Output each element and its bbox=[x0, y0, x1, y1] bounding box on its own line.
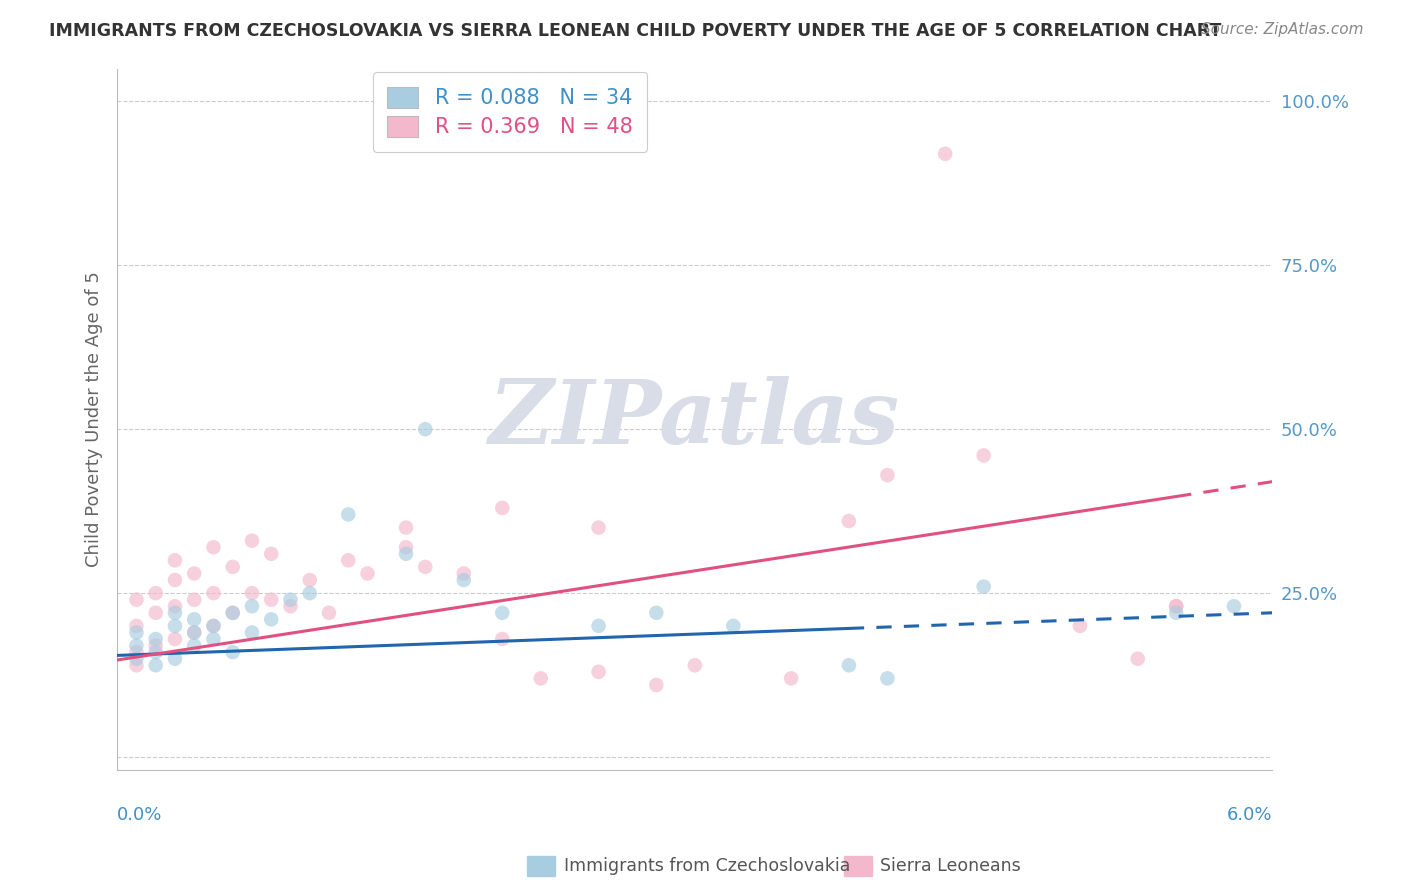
Point bbox=[240, 586, 263, 600]
Point bbox=[1126, 651, 1149, 665]
Point bbox=[413, 422, 436, 436]
Text: 6.0%: 6.0% bbox=[1227, 806, 1272, 824]
Point bbox=[838, 658, 860, 673]
Point bbox=[645, 606, 668, 620]
Point bbox=[337, 508, 360, 522]
Point bbox=[240, 533, 263, 548]
Point bbox=[163, 599, 186, 614]
Point bbox=[260, 612, 283, 626]
Point bbox=[1223, 599, 1246, 614]
Point bbox=[453, 573, 475, 587]
Point bbox=[183, 566, 205, 581]
Point bbox=[145, 658, 167, 673]
Point bbox=[145, 645, 167, 659]
Text: Immigrants from Czechoslovakia: Immigrants from Czechoslovakia bbox=[564, 857, 851, 875]
Text: Sierra Leoneans: Sierra Leoneans bbox=[880, 857, 1021, 875]
Point bbox=[280, 599, 302, 614]
Point bbox=[356, 566, 378, 581]
Point bbox=[973, 449, 995, 463]
Point bbox=[395, 547, 418, 561]
Point bbox=[838, 514, 860, 528]
Point bbox=[530, 672, 553, 686]
Point bbox=[683, 658, 706, 673]
Point bbox=[780, 672, 803, 686]
Point bbox=[318, 606, 340, 620]
Point bbox=[145, 632, 167, 646]
Point bbox=[588, 665, 610, 679]
Text: ZIPatlas: ZIPatlas bbox=[489, 376, 900, 463]
Point bbox=[1166, 606, 1188, 620]
Point bbox=[645, 678, 668, 692]
Point bbox=[934, 146, 956, 161]
Point bbox=[163, 619, 186, 633]
Point bbox=[125, 592, 148, 607]
Point bbox=[491, 632, 513, 646]
Point bbox=[202, 540, 225, 554]
Point bbox=[222, 606, 245, 620]
Point bbox=[973, 580, 995, 594]
Point bbox=[491, 500, 513, 515]
Point bbox=[395, 540, 418, 554]
Point bbox=[183, 625, 205, 640]
Legend: R = 0.088   N = 34, R = 0.369   N = 48: R = 0.088 N = 34, R = 0.369 N = 48 bbox=[373, 72, 647, 152]
Point bbox=[1069, 619, 1091, 633]
Point bbox=[240, 599, 263, 614]
Point bbox=[183, 639, 205, 653]
Text: 0.0%: 0.0% bbox=[117, 806, 163, 824]
Point bbox=[1166, 599, 1188, 614]
Point bbox=[125, 658, 148, 673]
Point bbox=[163, 553, 186, 567]
Point bbox=[202, 586, 225, 600]
Point bbox=[413, 560, 436, 574]
Point bbox=[240, 625, 263, 640]
Point bbox=[125, 619, 148, 633]
Point bbox=[145, 586, 167, 600]
Point bbox=[163, 651, 186, 665]
Point bbox=[491, 606, 513, 620]
Point bbox=[876, 468, 898, 483]
Point bbox=[163, 632, 186, 646]
Point bbox=[588, 619, 610, 633]
Point bbox=[125, 639, 148, 653]
Y-axis label: Child Poverty Under the Age of 5: Child Poverty Under the Age of 5 bbox=[86, 271, 103, 567]
Point bbox=[222, 560, 245, 574]
Point bbox=[125, 651, 148, 665]
Point bbox=[202, 632, 225, 646]
Point bbox=[260, 592, 283, 607]
Point bbox=[183, 612, 205, 626]
Point bbox=[723, 619, 745, 633]
Point bbox=[260, 547, 283, 561]
Point bbox=[395, 520, 418, 534]
Point bbox=[280, 592, 302, 607]
Point bbox=[202, 619, 225, 633]
Point bbox=[145, 639, 167, 653]
Point bbox=[453, 566, 475, 581]
Text: IMMIGRANTS FROM CZECHOSLOVAKIA VS SIERRA LEONEAN CHILD POVERTY UNDER THE AGE OF : IMMIGRANTS FROM CZECHOSLOVAKIA VS SIERRA… bbox=[49, 22, 1222, 40]
Point bbox=[145, 606, 167, 620]
Point bbox=[125, 645, 148, 659]
Point bbox=[202, 619, 225, 633]
Point bbox=[163, 606, 186, 620]
Text: Source: ZipAtlas.com: Source: ZipAtlas.com bbox=[1201, 22, 1364, 37]
Point bbox=[588, 520, 610, 534]
Point bbox=[222, 645, 245, 659]
Point bbox=[298, 586, 321, 600]
Point bbox=[163, 573, 186, 587]
Point bbox=[183, 625, 205, 640]
Point bbox=[125, 625, 148, 640]
Point bbox=[183, 592, 205, 607]
Point bbox=[1166, 599, 1188, 614]
Point bbox=[876, 672, 898, 686]
Point bbox=[298, 573, 321, 587]
Point bbox=[337, 553, 360, 567]
Point bbox=[222, 606, 245, 620]
